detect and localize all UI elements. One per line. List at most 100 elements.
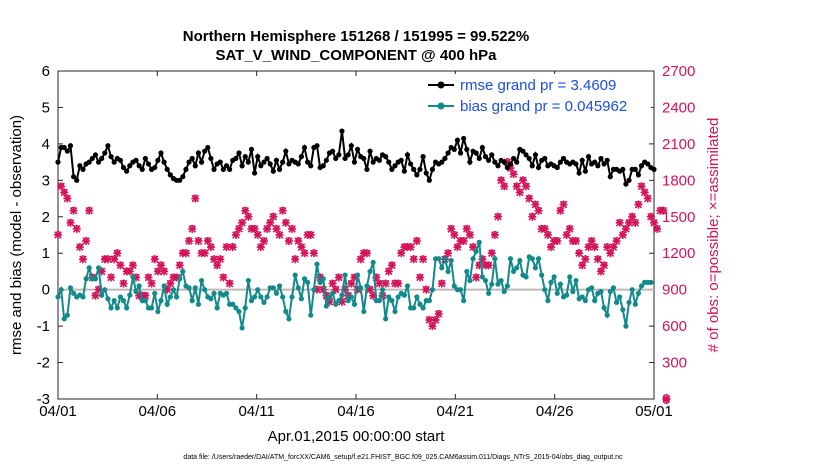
obs-possible-marker <box>626 218 632 225</box>
obs-possible-marker <box>532 200 539 207</box>
bias-point <box>92 276 99 282</box>
rmse-point <box>158 150 164 156</box>
bias-point <box>323 303 329 309</box>
obs-possible-marker <box>161 267 167 274</box>
bias-point <box>292 272 298 278</box>
y-tick-right-label: 2100 <box>662 136 695 153</box>
bias-point <box>532 265 539 271</box>
bias-point <box>564 292 570 298</box>
obs-possible-marker <box>298 243 305 249</box>
bias-point <box>295 285 301 291</box>
y-tick-left-label: -1 <box>37 318 50 335</box>
bias-point <box>64 312 70 318</box>
obs-assimilated-marker <box>334 273 343 282</box>
rmse-point <box>367 148 373 154</box>
obs-possible-marker <box>448 224 454 231</box>
obs-possible-marker <box>233 230 239 237</box>
rmse-point <box>105 143 111 149</box>
obs-possible-marker <box>435 309 442 316</box>
bias-point <box>202 287 208 293</box>
bias-point <box>102 287 108 293</box>
obs-possible-marker <box>619 230 626 237</box>
y-tick-left-label: -2 <box>37 355 50 372</box>
obs-assimilated-marker <box>288 224 297 233</box>
bias-point <box>133 288 139 295</box>
obs-assimilated-marker <box>487 249 496 258</box>
bias-point <box>610 285 617 291</box>
bias-point <box>111 298 117 304</box>
rmse-point <box>529 163 535 169</box>
obs-possible-marker <box>348 279 355 286</box>
obs-possible-marker <box>123 267 130 274</box>
bias-point <box>239 325 245 331</box>
obs-assimilated-marker <box>188 224 197 233</box>
obs-possible-marker <box>382 279 389 286</box>
rmse-point <box>339 128 345 134</box>
bias-point <box>364 283 370 289</box>
bias-point <box>638 283 645 289</box>
rmse-point <box>55 159 61 165</box>
bias-point <box>607 288 613 295</box>
rmse-point <box>102 150 108 156</box>
rmse-point <box>417 166 423 172</box>
rmse-point <box>189 155 195 162</box>
obs-possible-marker <box>254 230 261 237</box>
x-tick-label: 04/21 <box>437 403 475 420</box>
rmse-point <box>386 159 392 165</box>
rmse-point <box>245 159 251 165</box>
obs-assimilated-marker <box>409 255 418 264</box>
rmse-point <box>557 159 563 165</box>
rmse-point <box>267 161 273 167</box>
y-axis-label-left: rmse and bias (model - observation) <box>8 115 25 355</box>
rmse-point <box>607 174 613 180</box>
obs-possible-marker <box>663 396 670 402</box>
rmse-point <box>401 168 407 174</box>
rmse-point <box>532 152 539 158</box>
obs-possible-marker <box>364 249 370 255</box>
bias-point <box>395 294 401 300</box>
obs-possible-marker <box>598 267 604 274</box>
bias-point <box>283 308 289 315</box>
bias-point <box>149 305 155 311</box>
rmse-point <box>95 159 102 165</box>
obs-assimilated-marker <box>54 231 62 239</box>
bias-point <box>414 294 420 300</box>
y-tick-right-label: 1200 <box>662 245 695 262</box>
obs-possible-marker <box>264 224 270 231</box>
obs-possible-marker <box>520 176 526 182</box>
bias-point <box>504 283 510 289</box>
obs-possible-marker <box>601 261 607 267</box>
rmse-point <box>92 152 99 158</box>
rmse-point <box>139 166 145 172</box>
obs-assimilated-marker <box>225 279 234 288</box>
rmse-point <box>314 143 320 149</box>
rmse-point <box>408 161 414 167</box>
bias-point <box>386 294 392 300</box>
bias-point <box>336 298 342 304</box>
obs-assimilated-marker <box>275 231 284 239</box>
bias-point <box>389 298 395 304</box>
bias-point <box>236 308 242 315</box>
bias-point <box>192 285 198 291</box>
obs-assimilated-marker <box>490 231 499 239</box>
obs-assimilated-marker <box>119 279 128 288</box>
bias-point <box>189 298 195 304</box>
bias-point <box>264 294 270 300</box>
bias-point <box>436 256 442 262</box>
obs-assimilated-marker <box>437 279 446 288</box>
obs-assimilated-marker <box>78 255 87 264</box>
bias-point <box>548 279 554 285</box>
obs-possible-marker <box>270 212 277 219</box>
rmse-point <box>414 172 420 178</box>
rmse-point <box>74 177 80 183</box>
obs-possible-marker <box>86 206 93 213</box>
obs-possible-marker <box>155 267 161 274</box>
obs-possible-marker <box>64 194 71 201</box>
rmse-point <box>342 155 348 162</box>
obs-assimilated-marker <box>422 285 431 294</box>
obs-assimilated-marker <box>291 255 300 264</box>
obs-possible-marker <box>488 249 495 255</box>
obs-possible-marker <box>644 194 651 201</box>
rmse-point <box>504 164 510 171</box>
obs-possible-marker <box>148 279 155 286</box>
